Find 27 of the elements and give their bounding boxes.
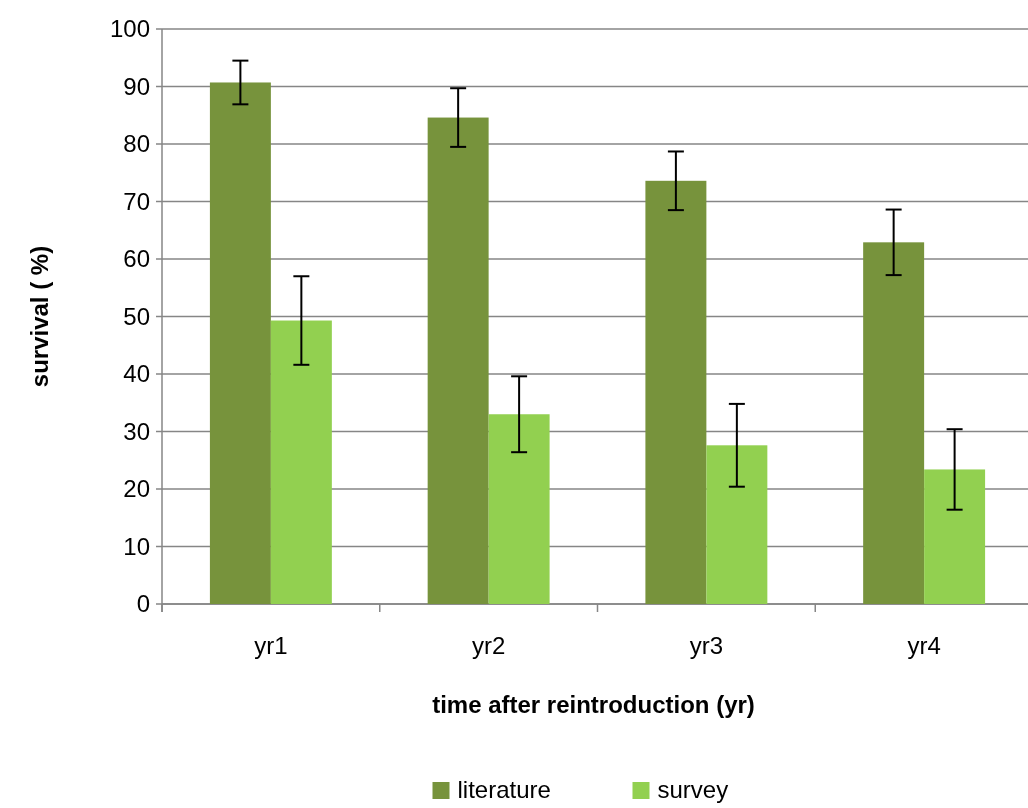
bar: [427, 117, 489, 604]
y-tick-label: 70: [123, 187, 150, 215]
y-tick-label: 60: [123, 245, 150, 273]
y-tick-label: 0: [136, 590, 150, 618]
y-axis-title: survival ( %): [26, 245, 53, 388]
y-tick-label: 100: [109, 15, 150, 43]
bar: [488, 414, 550, 604]
bar: [645, 180, 707, 604]
bar: [706, 445, 768, 604]
x-tick-label: yr2: [471, 632, 506, 659]
bar: [924, 469, 986, 604]
x-axis-title: time after reintroduction (yr): [432, 691, 755, 718]
legend-label: survey: [657, 776, 729, 803]
bar: [209, 82, 271, 604]
bar: [863, 242, 925, 604]
x-tick-label: yr3: [689, 632, 724, 659]
y-tick-label: 80: [123, 130, 150, 158]
bar: [270, 320, 332, 604]
legend-label: literature: [457, 776, 551, 803]
y-tick-label: 90: [123, 72, 150, 100]
y-tick-label: 20: [123, 475, 150, 503]
y-tick-label: 40: [123, 360, 150, 388]
y-tick-label: 50: [123, 302, 150, 330]
y-tick-label: 30: [123, 417, 150, 445]
x-tick-label: yr4: [907, 632, 941, 659]
y-tick-label: 10: [123, 532, 150, 560]
x-tick-label: yr1: [254, 632, 288, 659]
